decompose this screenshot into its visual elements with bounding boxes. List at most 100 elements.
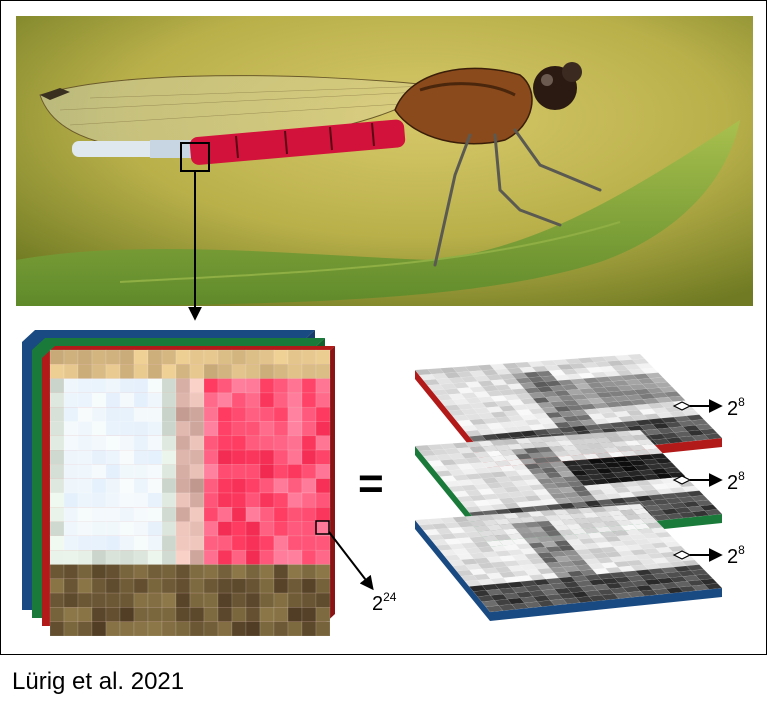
rgb-pixel bbox=[133, 621, 149, 637]
rgb-pixel bbox=[161, 421, 177, 437]
rgb-pixel bbox=[301, 406, 317, 422]
rgb-pixel bbox=[119, 521, 135, 537]
rgb-pixel bbox=[175, 464, 191, 479]
rgb-pixel bbox=[217, 592, 233, 608]
rgb-pixel bbox=[203, 492, 219, 508]
rgb-pixel bbox=[161, 607, 177, 622]
rgb-pixel bbox=[175, 521, 191, 537]
rgb-pixel bbox=[119, 621, 135, 637]
rgb-pixel bbox=[133, 564, 149, 580]
rgb-pixel bbox=[49, 521, 65, 537]
rgb-pixel bbox=[91, 521, 107, 537]
rgb-pixel bbox=[91, 621, 107, 637]
rgb-pixel bbox=[147, 349, 163, 365]
rgb-pixel bbox=[161, 549, 177, 565]
rgb-pixel bbox=[203, 549, 219, 565]
rgb-pixel bbox=[273, 364, 289, 379]
rgb-pixel bbox=[301, 492, 317, 508]
rgb-pixel bbox=[119, 406, 135, 422]
rgb-pixel bbox=[119, 364, 135, 379]
rgb-pixel bbox=[273, 549, 289, 565]
rgb-pixel bbox=[77, 507, 93, 522]
rgb-pixel bbox=[301, 364, 317, 379]
rgb-pixel bbox=[287, 378, 303, 394]
rgb-pixel bbox=[119, 578, 135, 594]
rgb-pixel bbox=[119, 478, 135, 494]
rgb-pixel bbox=[133, 435, 149, 451]
rgb-pixel bbox=[63, 521, 79, 537]
rgb-pixel bbox=[273, 535, 289, 551]
rgb-pixel bbox=[49, 435, 65, 451]
rgb-pixel bbox=[189, 564, 205, 580]
rgb-pixel bbox=[315, 349, 331, 365]
rgb-pixel bbox=[231, 392, 247, 408]
rgb-pixel bbox=[189, 349, 205, 365]
rgb-pixel bbox=[287, 521, 303, 537]
rgb-pixel bbox=[91, 507, 107, 522]
rgb-pixel bbox=[189, 592, 205, 608]
rgb-pixel bbox=[133, 578, 149, 594]
rgb-pixel bbox=[245, 507, 261, 522]
selected-pixel-box bbox=[315, 520, 330, 535]
rgb-pixel bbox=[175, 535, 191, 551]
rgb-pixel bbox=[203, 464, 219, 479]
rgb-pixel bbox=[259, 364, 275, 379]
rgb-pixel bbox=[273, 392, 289, 408]
rgb-pixel bbox=[217, 549, 233, 565]
rgb-pixel bbox=[217, 464, 233, 479]
rgb-pixel bbox=[245, 392, 261, 408]
rgb-pixel bbox=[77, 435, 93, 451]
rgb-pixel bbox=[175, 621, 191, 637]
rgb-pixel bbox=[91, 349, 107, 365]
rgb-pixel bbox=[259, 449, 275, 465]
rgb-pixel bbox=[217, 578, 233, 594]
rgb-pixel bbox=[315, 464, 331, 479]
rgb-bit-depth-label: 224 bbox=[372, 590, 397, 615]
rgb-pixel bbox=[133, 364, 149, 379]
rgb-pixel bbox=[91, 607, 107, 622]
rgb-pixel bbox=[217, 507, 233, 522]
rgb-pixel bbox=[175, 378, 191, 394]
rgb-pixel bbox=[315, 549, 331, 565]
rgb-pixel bbox=[315, 592, 331, 608]
rgb-pixel bbox=[133, 478, 149, 494]
rgb-pixel bbox=[63, 435, 79, 451]
rgb-pixel bbox=[217, 349, 233, 365]
rgb-pixel bbox=[49, 449, 65, 465]
rgb-pixel bbox=[161, 564, 177, 580]
rgb-pixel bbox=[63, 392, 79, 408]
rgb-pixel bbox=[133, 507, 149, 522]
rgb-pixel bbox=[105, 521, 121, 537]
rgb-pixel bbox=[147, 592, 163, 608]
rgb-pixel bbox=[287, 392, 303, 408]
rgb-pixel bbox=[315, 435, 331, 451]
rgb-pixel bbox=[189, 378, 205, 394]
rgb-pixel bbox=[63, 607, 79, 622]
rgb-pixel bbox=[77, 549, 93, 565]
figure-frame bbox=[0, 0, 767, 655]
leaf bbox=[16, 120, 740, 306]
rgb-pixel bbox=[273, 435, 289, 451]
rgb-pixel bbox=[287, 478, 303, 494]
green-channel-bit-depth-label: 28 bbox=[727, 469, 745, 494]
pixel-arrow bbox=[328, 531, 374, 591]
rgb-pixel bbox=[147, 364, 163, 379]
rgb-pixel bbox=[245, 607, 261, 622]
rgb-pixel bbox=[301, 478, 317, 494]
rgb-pixel bbox=[287, 592, 303, 608]
rgb-pixel bbox=[147, 564, 163, 580]
rgb-pixel bbox=[63, 406, 79, 422]
rgb-pixel bbox=[231, 349, 247, 365]
rgb-pixel bbox=[175, 578, 191, 594]
rgb-pixel bbox=[91, 464, 107, 479]
rgb-pixel bbox=[273, 421, 289, 437]
rgb-pixel bbox=[49, 621, 65, 637]
rgb-pixel bbox=[63, 478, 79, 494]
rgb-pixel bbox=[259, 507, 275, 522]
rgb-pixel bbox=[315, 507, 331, 522]
rgb-pixel bbox=[231, 435, 247, 451]
rgb-pixel bbox=[273, 607, 289, 622]
rgb-pixel bbox=[91, 435, 107, 451]
rgb-pixel bbox=[49, 364, 65, 379]
rgb-pixel bbox=[315, 607, 331, 622]
